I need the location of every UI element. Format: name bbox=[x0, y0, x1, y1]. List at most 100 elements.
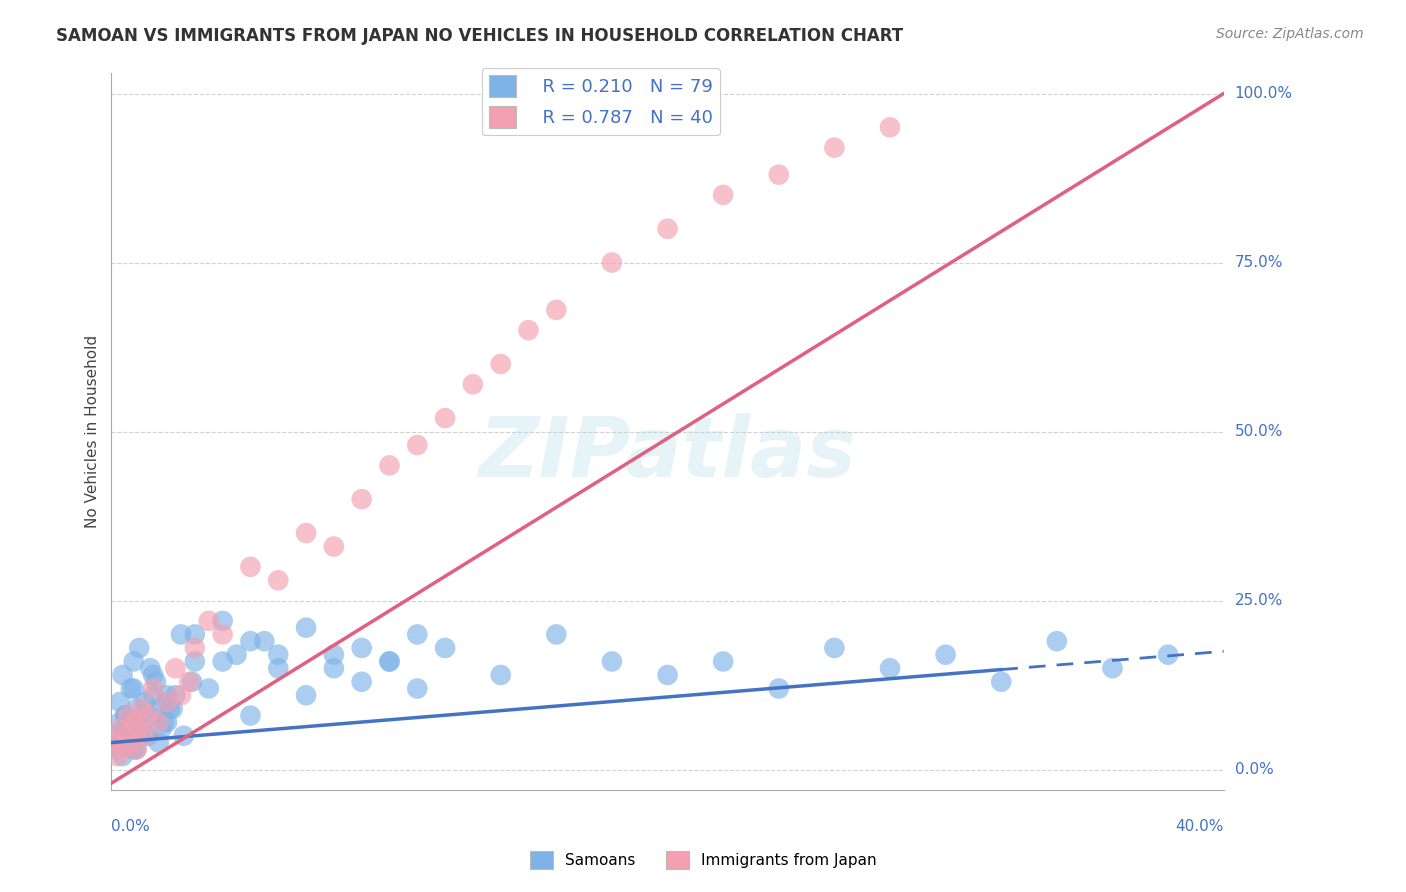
Point bbox=[108, 695, 131, 709]
Point bbox=[295, 621, 318, 635]
Point bbox=[108, 722, 131, 736]
Point bbox=[153, 715, 176, 730]
Point bbox=[184, 627, 207, 641]
Point bbox=[322, 540, 344, 554]
Point bbox=[142, 688, 165, 702]
Point bbox=[170, 627, 193, 641]
Point bbox=[148, 736, 170, 750]
Point bbox=[148, 715, 170, 730]
Point bbox=[125, 742, 148, 756]
Point bbox=[114, 708, 136, 723]
Point bbox=[179, 674, 201, 689]
Point bbox=[657, 668, 679, 682]
Point bbox=[150, 722, 173, 736]
Point bbox=[184, 655, 207, 669]
Point bbox=[122, 715, 145, 730]
Point bbox=[378, 655, 401, 669]
Point bbox=[197, 614, 219, 628]
Point bbox=[162, 702, 184, 716]
Point bbox=[136, 708, 159, 723]
Point bbox=[156, 715, 179, 730]
Point bbox=[711, 655, 734, 669]
Point bbox=[434, 640, 457, 655]
Point bbox=[211, 627, 233, 641]
Legend: Samoans, Immigrants from Japan: Samoans, Immigrants from Japan bbox=[523, 845, 883, 875]
Point bbox=[165, 661, 187, 675]
Point bbox=[600, 655, 623, 669]
Legend:   R = 0.210   N = 79,   R = 0.787   N = 40: R = 0.210 N = 79, R = 0.787 N = 40 bbox=[482, 68, 720, 136]
Point bbox=[145, 674, 167, 689]
Point bbox=[657, 221, 679, 235]
Y-axis label: No Vehicles in Household: No Vehicles in Household bbox=[86, 335, 100, 528]
Text: 0.0%: 0.0% bbox=[111, 819, 150, 834]
Text: 100.0%: 100.0% bbox=[1234, 86, 1292, 101]
Point bbox=[225, 648, 247, 662]
Point bbox=[267, 648, 290, 662]
Point bbox=[159, 702, 181, 716]
Point bbox=[1157, 648, 1180, 662]
Point bbox=[108, 715, 131, 730]
Point bbox=[128, 729, 150, 743]
Point bbox=[117, 736, 139, 750]
Point bbox=[990, 674, 1012, 689]
Point bbox=[378, 655, 401, 669]
Point bbox=[517, 323, 540, 337]
Point bbox=[136, 729, 159, 743]
Point bbox=[434, 411, 457, 425]
Point bbox=[239, 708, 262, 723]
Text: ZIPatlas: ZIPatlas bbox=[478, 413, 856, 493]
Point bbox=[111, 668, 134, 682]
Point bbox=[170, 688, 193, 702]
Point bbox=[122, 681, 145, 696]
Text: 75.0%: 75.0% bbox=[1234, 255, 1284, 270]
Point bbox=[156, 688, 179, 702]
Point bbox=[768, 168, 790, 182]
Point bbox=[239, 634, 262, 648]
Text: 50.0%: 50.0% bbox=[1234, 424, 1284, 439]
Point bbox=[128, 729, 150, 743]
Point bbox=[184, 640, 207, 655]
Point bbox=[125, 702, 148, 716]
Point bbox=[546, 627, 568, 641]
Point bbox=[156, 695, 179, 709]
Point bbox=[600, 255, 623, 269]
Point bbox=[1046, 634, 1069, 648]
Point bbox=[117, 715, 139, 730]
Point bbox=[114, 722, 136, 736]
Point bbox=[122, 742, 145, 756]
Point bbox=[546, 302, 568, 317]
Point bbox=[128, 640, 150, 655]
Point bbox=[295, 688, 318, 702]
Point bbox=[131, 722, 153, 736]
Point bbox=[239, 559, 262, 574]
Point bbox=[142, 668, 165, 682]
Point bbox=[461, 377, 484, 392]
Point bbox=[489, 668, 512, 682]
Point bbox=[134, 729, 156, 743]
Point bbox=[114, 729, 136, 743]
Point bbox=[181, 674, 204, 689]
Point bbox=[120, 681, 142, 696]
Point bbox=[131, 702, 153, 716]
Point bbox=[1101, 661, 1123, 675]
Point bbox=[122, 655, 145, 669]
Text: 40.0%: 40.0% bbox=[1175, 819, 1223, 834]
Text: SAMOAN VS IMMIGRANTS FROM JAPAN NO VEHICLES IN HOUSEHOLD CORRELATION CHART: SAMOAN VS IMMIGRANTS FROM JAPAN NO VEHIC… bbox=[56, 27, 904, 45]
Point bbox=[114, 708, 136, 723]
Point bbox=[378, 458, 401, 473]
Point bbox=[173, 729, 195, 743]
Point bbox=[322, 648, 344, 662]
Point bbox=[134, 695, 156, 709]
Point bbox=[267, 661, 290, 675]
Point bbox=[111, 749, 134, 764]
Text: Source: ZipAtlas.com: Source: ZipAtlas.com bbox=[1216, 27, 1364, 41]
Point bbox=[139, 661, 162, 675]
Point bbox=[120, 722, 142, 736]
Point bbox=[197, 681, 219, 696]
Point bbox=[406, 438, 429, 452]
Point bbox=[406, 627, 429, 641]
Text: 25.0%: 25.0% bbox=[1234, 593, 1284, 608]
Point bbox=[350, 492, 373, 507]
Point bbox=[823, 140, 845, 154]
Point bbox=[131, 708, 153, 723]
